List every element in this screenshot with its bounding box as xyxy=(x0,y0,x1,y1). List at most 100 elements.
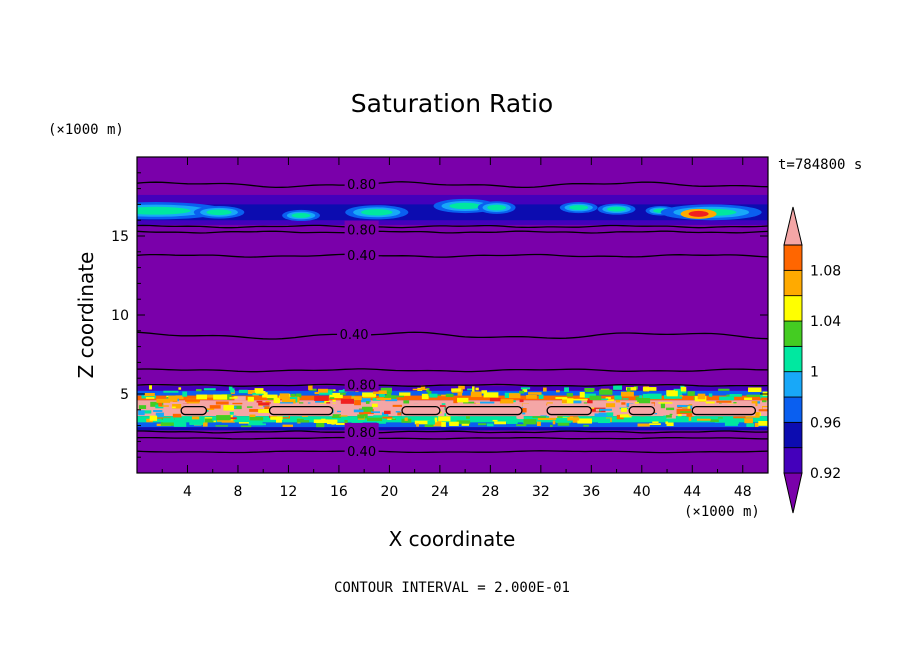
lower-speckle xyxy=(579,391,585,398)
lower-speckle xyxy=(290,393,296,397)
lower-speckle xyxy=(313,419,329,424)
contour-cloud-outline xyxy=(180,405,208,416)
lower-speckle xyxy=(365,401,370,404)
lower-speckle xyxy=(256,400,263,403)
x-tick-label: 8 xyxy=(233,484,242,500)
lower-speckle xyxy=(658,402,673,404)
lower-speckle xyxy=(613,385,623,390)
lower-speckle xyxy=(277,415,289,418)
lower-speckle xyxy=(744,397,753,401)
lower-speckle xyxy=(660,402,666,409)
lower-speckle xyxy=(729,394,742,397)
lower-speckle xyxy=(561,399,567,404)
lower-speckle xyxy=(594,413,610,417)
x-tick-label: 32 xyxy=(532,484,550,500)
x-tick-label: 44 xyxy=(683,484,701,500)
lower-speckle xyxy=(391,418,396,421)
lower-speckle xyxy=(237,419,245,422)
lower-speckle xyxy=(537,417,553,421)
lower-speckle xyxy=(339,415,348,417)
lower-speckle xyxy=(380,387,392,393)
lower-speckle xyxy=(572,398,588,401)
footer-contour-interval: CONTOUR INTERVAL = 2.000E-01 xyxy=(334,580,570,596)
lower-speckle xyxy=(434,417,438,423)
lower-speckle xyxy=(412,388,428,391)
x-tick-label: 28 xyxy=(481,484,499,500)
lower-speckle xyxy=(627,387,631,393)
lower-speckle xyxy=(666,407,675,411)
lower-speckle xyxy=(215,401,229,405)
lower-speckle xyxy=(173,421,187,427)
upper-cloud-patch xyxy=(361,209,393,216)
lower-speckle xyxy=(172,403,185,409)
lower-speckle xyxy=(536,421,541,427)
lower-speckle xyxy=(696,418,711,421)
lower-speckle xyxy=(687,391,695,396)
lower-speckle xyxy=(555,390,560,393)
contour-label: 0.80 xyxy=(347,178,376,193)
contour-line-0.40-mid xyxy=(137,331,768,340)
contour-label-bg xyxy=(344,375,379,392)
lower-speckle xyxy=(317,388,328,393)
lower-speckle xyxy=(451,388,462,392)
lower-speckle xyxy=(196,394,208,400)
colorbar-label: 1 xyxy=(810,365,819,381)
lower-speckle xyxy=(262,392,268,398)
lower-speckle xyxy=(626,416,632,422)
y-axis-label: Z coordinate xyxy=(74,252,98,379)
lower-speckle xyxy=(191,416,200,422)
contour-line-upper-second xyxy=(137,230,768,234)
lower-speckle xyxy=(426,388,430,393)
lower-speckle xyxy=(228,385,233,391)
lower-band xyxy=(137,395,768,401)
upper-cloud-patch xyxy=(137,206,191,215)
lower-speckle xyxy=(138,410,145,416)
contour-label-bg xyxy=(344,245,379,262)
colorbar-swatch xyxy=(783,320,803,347)
contour-cloud-outline xyxy=(401,405,441,416)
lower-speckle xyxy=(647,393,662,400)
lower-speckle xyxy=(561,415,570,418)
lower-speckle xyxy=(230,388,235,393)
contour-line-0.80-bottom xyxy=(137,430,768,434)
contour-label: 0.80 xyxy=(347,426,376,441)
lower-speckle xyxy=(233,396,238,399)
lower-speckle xyxy=(373,390,387,395)
lower-speckle xyxy=(762,407,768,411)
lower-speckle xyxy=(688,415,692,421)
x-tick-label: 40 xyxy=(633,484,651,500)
colorbar-swatch-min xyxy=(783,472,803,514)
lower-speckle xyxy=(279,393,290,399)
colorbar: 0.92 0.96 1 1.04 1.08 xyxy=(783,206,841,514)
lower-speckle xyxy=(597,398,609,401)
lower-speckle xyxy=(499,399,514,405)
lower-speckle xyxy=(145,397,155,399)
lower-speckle xyxy=(144,392,155,397)
lower-speckle xyxy=(681,407,688,409)
lower-speckle xyxy=(549,424,553,427)
lower-speckle xyxy=(158,402,163,407)
lower-speckle xyxy=(456,420,471,425)
lower-speckle xyxy=(233,420,242,422)
colorbar-label: 0.92 xyxy=(810,466,841,482)
lower-speckle xyxy=(361,413,368,419)
y-axis-ticks: 5 10 15 xyxy=(111,172,768,458)
lower-speckle xyxy=(141,410,152,414)
lower-speckle xyxy=(666,415,672,418)
lower-speckle xyxy=(282,424,294,427)
lower-speckle xyxy=(467,388,474,391)
lower-speckle xyxy=(141,395,156,399)
lower-speckle xyxy=(392,418,401,421)
lower-speckle xyxy=(150,401,164,407)
lower-speckle xyxy=(427,390,432,395)
contour-labels: 0.80 0.80 0.40 0.40 0.80 0.80 0.40 xyxy=(337,174,379,460)
lower-speckle xyxy=(680,386,687,392)
lower-speckle xyxy=(329,397,335,399)
upper-cloud-patch xyxy=(449,202,481,210)
lower-speckle xyxy=(445,393,454,398)
lower-speckle xyxy=(496,418,500,421)
x-unit-label: (×1000 m) xyxy=(684,504,760,520)
colorbar-swatch xyxy=(783,345,803,373)
lower-speckle xyxy=(404,417,408,421)
